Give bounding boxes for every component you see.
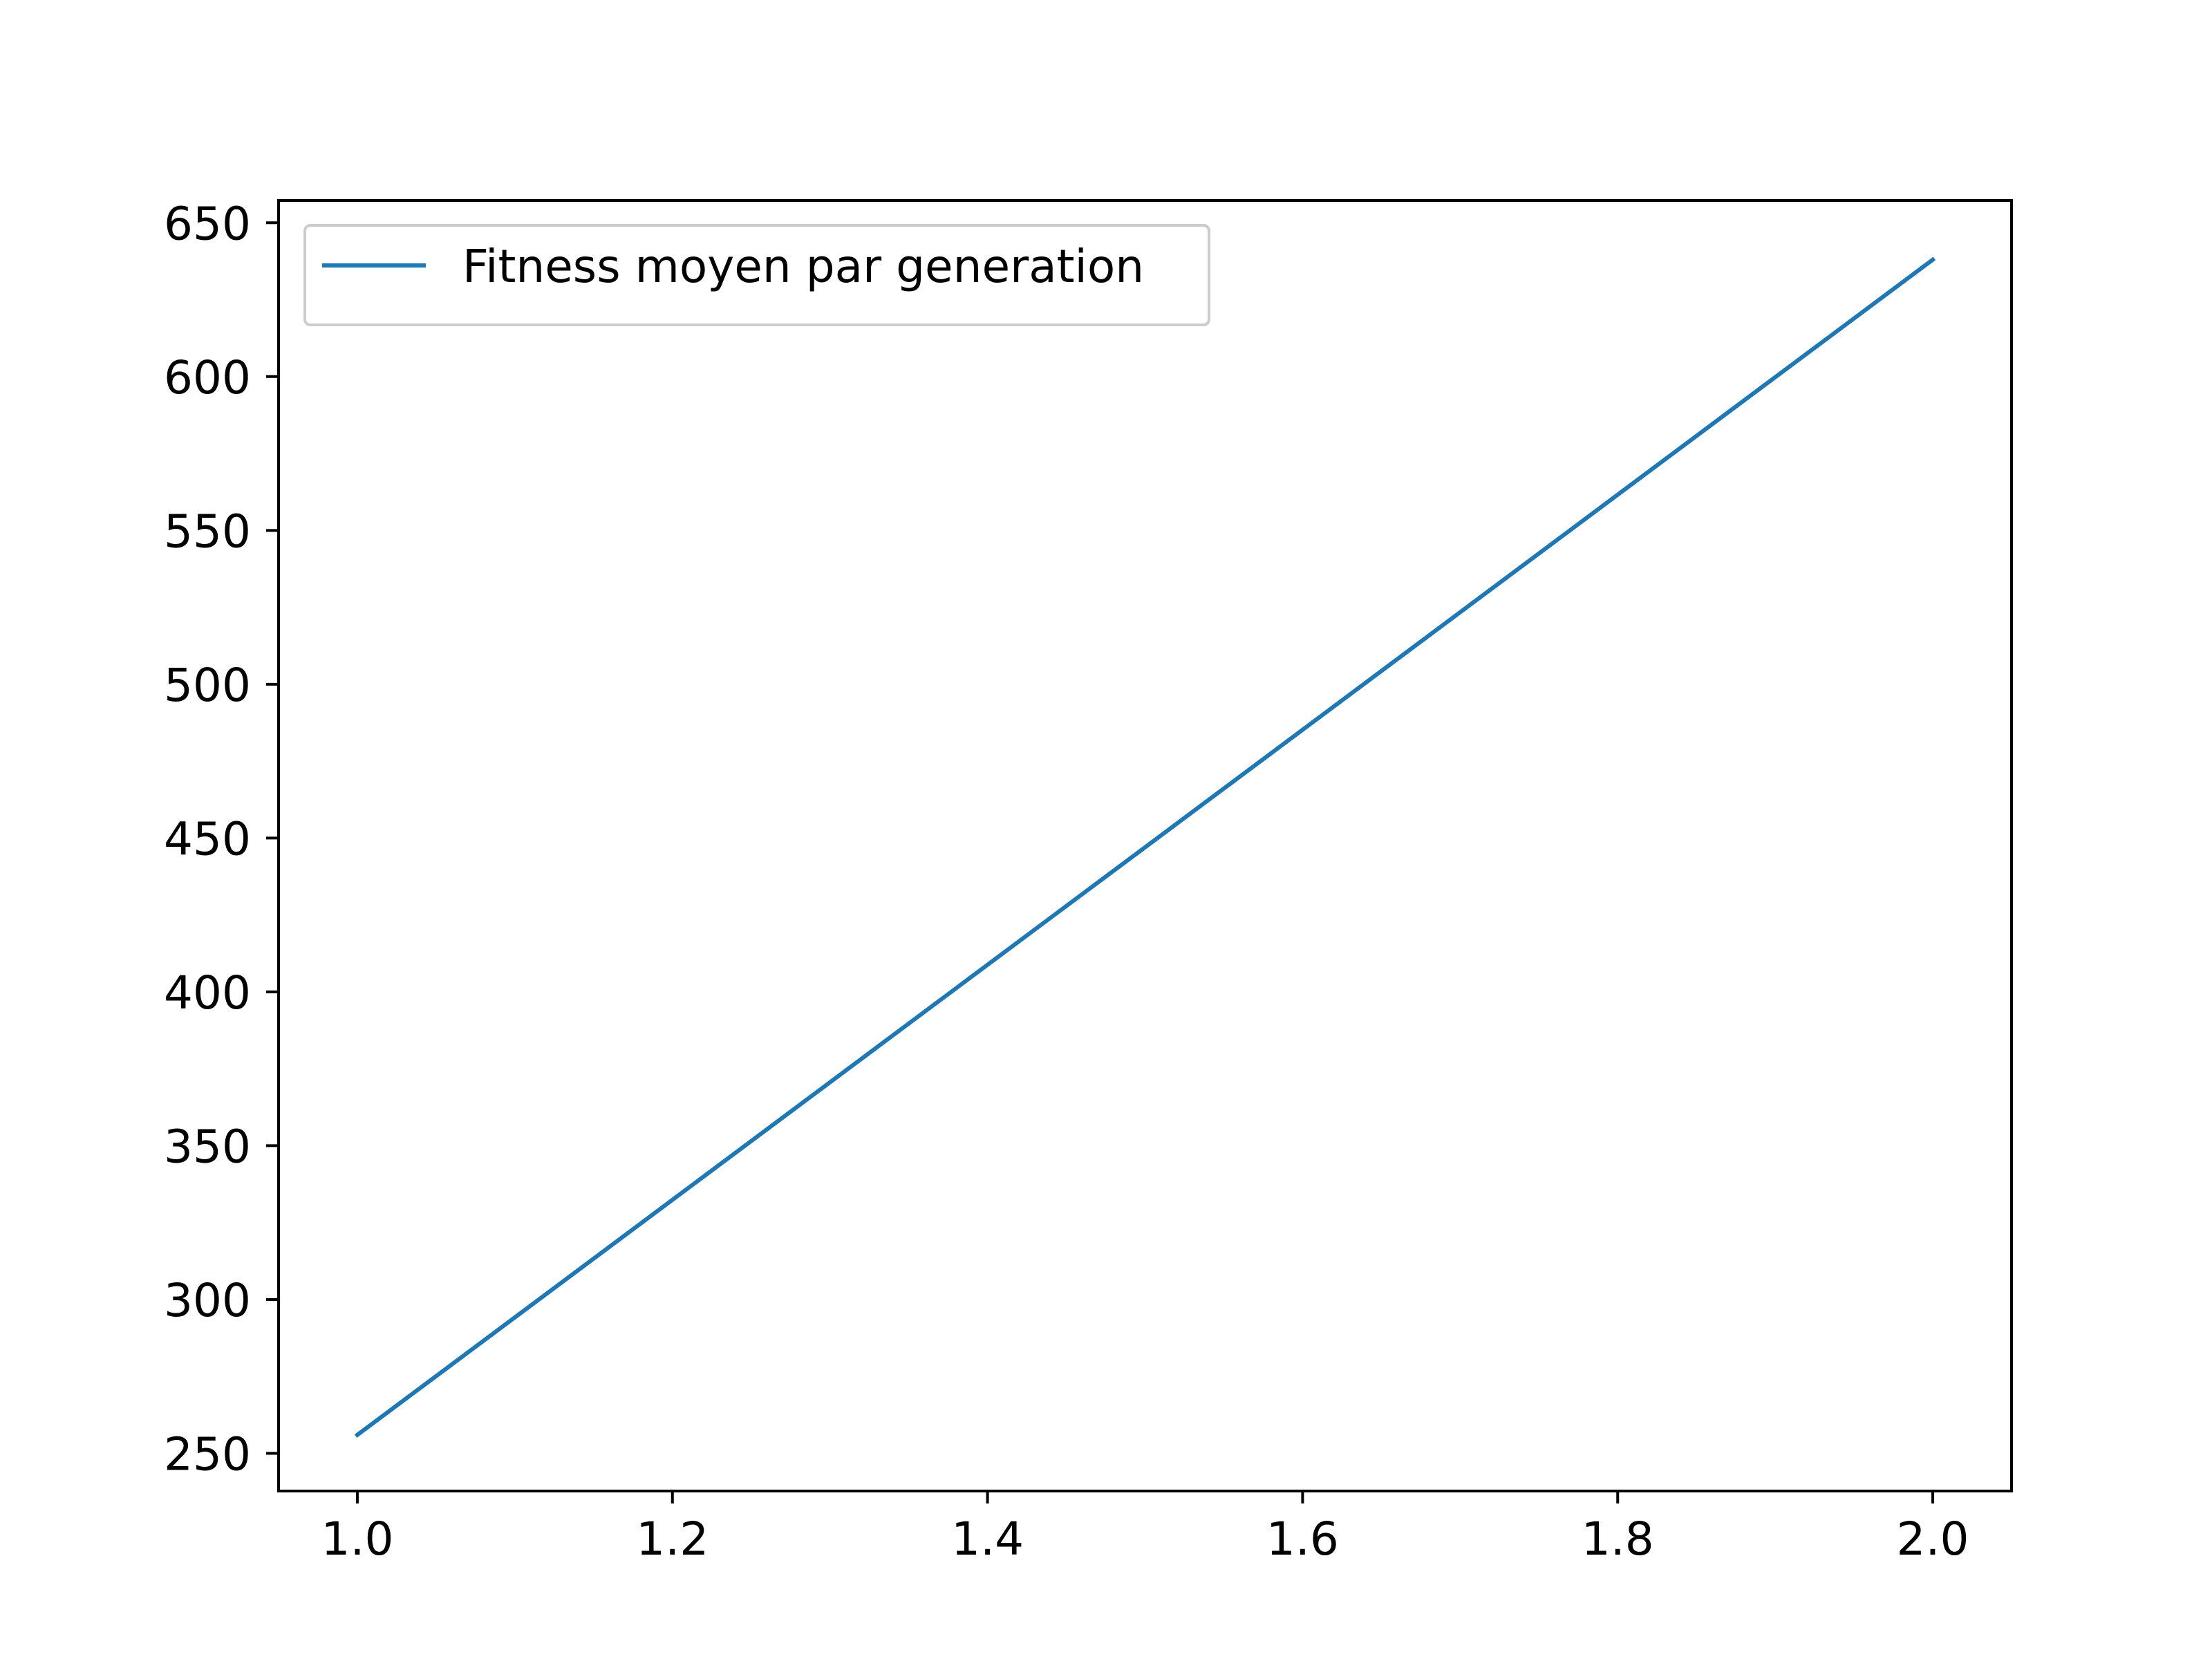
- x-axis-ticks: 1.0 1.2 1.4 1.6 1.8 2.0: [321, 1491, 1969, 1566]
- legend: Fitness moyen par generation: [303, 224, 1210, 326]
- y-tick-label: 600: [164, 351, 251, 404]
- y-tick-label: 650: [164, 197, 251, 250]
- y-tick-label: 400: [164, 966, 251, 1020]
- y-tick-label: 450: [164, 812, 251, 865]
- x-tick-label: 1.4: [951, 1512, 1024, 1566]
- y-axis-ticks: 250 300 350 400 450 500 550 600 650: [164, 197, 279, 1481]
- y-tick-label: 350: [164, 1120, 251, 1173]
- x-tick-label: 1.2: [636, 1512, 709, 1566]
- legend-label: Fitness moyen par generation: [462, 240, 1144, 293]
- axes: 1.0 1.2 1.4 1.6 1.8 2.0 250 300 350 400 450 500 550…: [164, 197, 2013, 1566]
- y-tick-label: 550: [164, 505, 251, 558]
- x-tick-label: 1.6: [1266, 1512, 1339, 1566]
- x-tick-label: 2.0: [1897, 1512, 1969, 1566]
- legend-box: [303, 224, 1210, 326]
- series-line: [354, 256, 1936, 1438]
- x-tick-label: 1.8: [1582, 1512, 1654, 1566]
- legend-entries: Fitness moyen par generation: [322, 240, 1144, 293]
- x-tick-label: 1.0: [321, 1512, 393, 1566]
- y-tick-label: 500: [164, 659, 251, 712]
- y-tick-label: 250: [164, 1427, 251, 1481]
- plot-area-frame: [277, 199, 2013, 1492]
- y-tick-label: 300: [164, 1274, 251, 1327]
- series-lines: [354, 256, 1936, 1438]
